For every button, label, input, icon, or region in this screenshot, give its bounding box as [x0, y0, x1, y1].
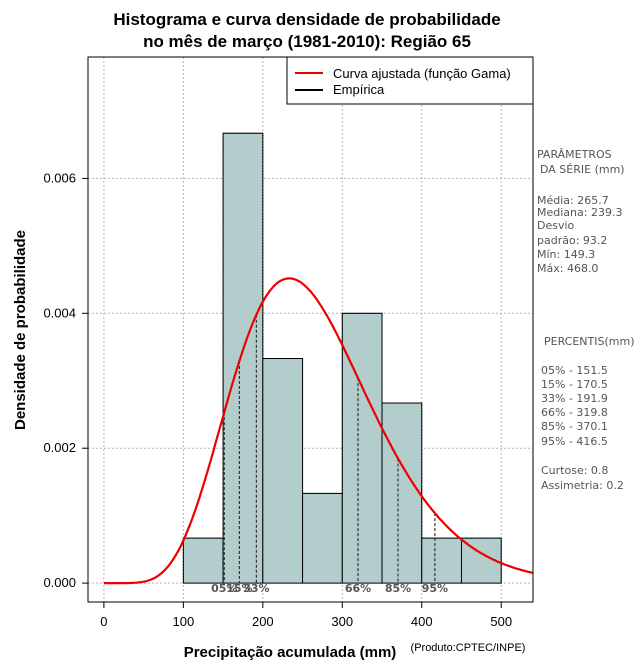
- stat-padrao: padrão: 93.2: [537, 234, 607, 247]
- params-title-2: DA SÉRIE (mm): [540, 163, 625, 176]
- params-title-1: PARÂMETROS: [537, 148, 612, 161]
- chart-title-line1: Histograma e curva densidade de probabil…: [113, 10, 500, 29]
- histogram-bar: [341, 312, 383, 584]
- percentile-marker-label: 15%: [226, 582, 252, 595]
- stat-media: Média: 265.7: [537, 194, 609, 207]
- x-tick-label: 300: [331, 614, 353, 629]
- curtose: Curtose: 0.8: [541, 464, 608, 477]
- y-axis-title: Densidade de probabilidade: [12, 230, 29, 430]
- legend-box: [286, 56, 534, 105]
- legend-curve-label: Curva ajustada (função Gama): [333, 66, 511, 81]
- percentis-title: PERCENTIS(mm): [544, 335, 635, 348]
- x-tick-label: 400: [411, 614, 433, 629]
- y-tick-label: 0.006: [43, 170, 76, 185]
- product-credit: (Produto:CPTEC/INPE): [411, 642, 526, 654]
- percentil-95: 95% - 416.5: [541, 435, 608, 448]
- histogram-bars: [182, 132, 502, 584]
- x-axis-title: Precipitação acumulada (mm): [184, 644, 397, 660]
- x-tick-label: 500: [490, 614, 512, 629]
- legend: Curva ajustada (função Gama) Empírica: [286, 56, 534, 105]
- stat-desvio: Desvio: [537, 219, 575, 232]
- percentil-33: 33% - 191.9: [541, 392, 608, 405]
- percentile-marker-label: 66%: [345, 582, 371, 595]
- assimetria: Assimetria: 0.2: [541, 479, 624, 492]
- chart-title-line2: no mês de março (1981-2010): Região 65: [143, 32, 471, 51]
- percentile-markers: 05%15%33% 66% 85% 95%: [211, 314, 448, 595]
- histogram-bar: [302, 492, 343, 584]
- x-tick-label: 200: [252, 614, 274, 629]
- histogram-bar: [182, 537, 224, 584]
- percentile-marker-label: 33%: [243, 582, 269, 595]
- histogram-bar: [381, 402, 423, 584]
- legend-empirical-label: Empírica: [333, 82, 385, 97]
- percentil-85: 85% - 370.1: [541, 420, 608, 433]
- stat-min: Mín: 149.3: [537, 248, 595, 261]
- percentil-66: 66% - 319.8: [541, 406, 608, 419]
- fitted-curve-layer: [103, 277, 534, 585]
- percentile-marker-label: 85%: [385, 582, 411, 595]
- percentil-15: 15% - 170.5: [541, 378, 608, 391]
- histogram-bar: [262, 358, 304, 584]
- y-tick-label: 0.000: [43, 575, 76, 590]
- stat-max: Máx: 468.0: [537, 262, 598, 275]
- percentil-05: 05% - 151.5: [541, 364, 608, 377]
- y-tick-label: 0.002: [43, 440, 76, 455]
- axes: 0 100 200 300 400 500 0.000 0.002 0.004 0.006: [43, 170, 512, 629]
- stat-mediana: Mediana: 239.3: [537, 206, 622, 219]
- histogram-bar: [421, 537, 462, 584]
- side-panel: PARÂMETROS DA SÉRIE (mm) Média: 265.7 Me…: [537, 148, 635, 492]
- empirical-outline: [182, 132, 502, 584]
- fitted-curve: [103, 277, 534, 585]
- percentile-marker-label: 95%: [422, 582, 448, 595]
- percentile-marker-label: 05%: [211, 582, 237, 595]
- x-tick-label: 100: [173, 614, 195, 629]
- y-tick-label: 0.004: [43, 305, 76, 320]
- x-tick-label: 0: [100, 614, 107, 629]
